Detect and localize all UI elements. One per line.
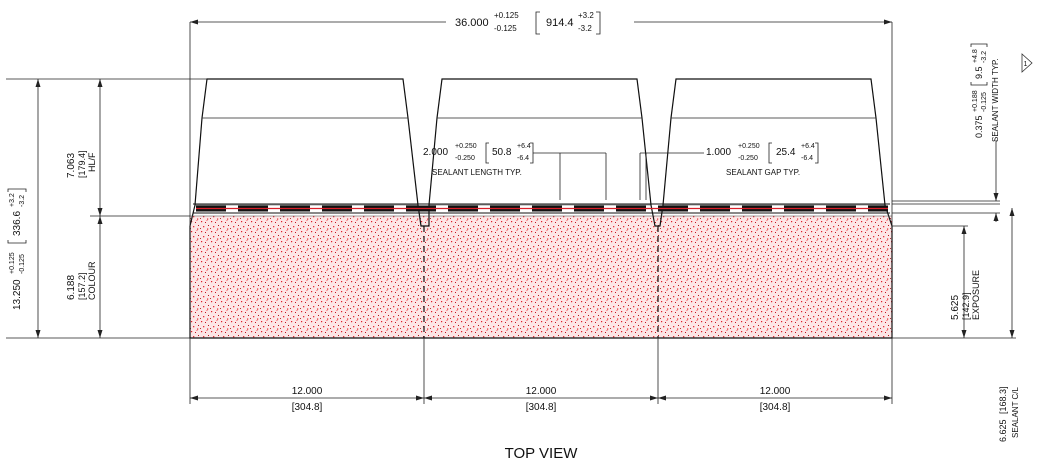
sealant-cl-metric: [168.3] [998,386,1008,414]
top-band [201,78,877,119]
sealant-gap-metric: 25.4 [776,147,796,158]
sealant-gap-value: 1.000 [706,147,731,158]
tab-width-3-value: 12.000 [760,386,791,397]
overall-width-metric-minus: -3.2 [578,24,592,33]
tab-width-1-value: 12.000 [292,386,323,397]
exposure-value: 5.625 [950,295,961,320]
tab-width-3-metric: [304.8] [760,402,791,413]
sealant-length-tol-minus: -0.250 [455,155,475,162]
sealant-gap-label: SEALANT GAP TYP. [726,168,800,177]
sealant-length-tol-plus: +0.250 [455,143,477,150]
sealant-width-value: 0.375 [974,115,984,138]
left-dimensions: 13.250 +0.125 -0.125 336.6 +3.2 -3.2 7.0… [6,78,207,339]
tab-width-2-value: 12.000 [526,386,557,397]
colour-dim-value: 6.188 [66,275,77,300]
colour-dim-label: COLOUR [87,261,97,300]
sealant-length-metric-plus: +6.4 [517,143,531,150]
overall-height-metric: 336.6 [12,211,23,236]
revision-mark: 1 [1024,61,1028,68]
revision-triangle: 1 [1021,53,1033,73]
shingle-outline [189,78,893,339]
sealant-length-metric: 50.8 [492,147,512,158]
overall-height-metric-plus: +3.2 [9,193,16,207]
sealant-length-callout: 2.000 +0.250 -0.250 50.8 +6.4 -6.4 SEALA… [423,142,607,200]
hl-dim-value: 7.063 [66,153,77,178]
overall-height-metric-minus: -3.2 [19,195,26,207]
sealant-length-metric-minus: -6.4 [517,155,529,162]
sealant-length-value: 2.000 [423,147,448,158]
right-dimensions: 0.375 +0.188 -0.125 9.5 +4.8 -3.2 SEALAN… [892,43,1033,442]
sealant-cl-label: SEALANT C/L [1011,386,1020,438]
sealant-width-label: SEALANT WIDTH TYP. [991,58,1000,142]
sealant-width-metric: 9.5 [974,66,984,79]
overall-height-tol-plus: +0.125 [9,252,16,274]
sealant-gap-callout: 1.000 +0.250 -0.250 25.4 +6.4 -6.4 SEALA… [639,142,819,200]
colour-dim-metric: [157.2] [77,272,87,300]
sealant-gap-metric-minus: -6.4 [801,155,813,162]
hl-dim-label: HL/F [87,152,97,172]
colour-zone [190,216,892,338]
sealant-gap-tol-minus: -0.250 [738,155,758,162]
tab-width-dimensions: 12.000 [304.8] 12.000 [304.8] 12.000 [30… [189,338,893,413]
sealant-gap-metric-plus: +6.4 [801,143,815,150]
sealant-width-tol-minus: -0.125 [981,92,988,112]
exposure-metric: [142.9] [961,292,971,320]
sealant-strip [193,203,890,214]
overall-width-tol-plus: +0.125 [494,11,519,20]
overall-width-tol-minus: -0.125 [494,24,517,33]
tab-width-2-metric: [304.8] [526,402,557,413]
hl-dim-metric: [179.4] [77,150,87,178]
sealant-cl-value: 6.625 [998,419,1008,442]
sealant-width-tol-plus: +0.188 [972,90,979,112]
sealant-gap-tol-plus: +0.250 [738,143,760,150]
overall-width-dimension: 36.000 +0.125 -0.125 914.4 +3.2 -3.2 [189,11,893,226]
view-title: TOP VIEW [505,445,579,462]
sealant-width-metric-plus: +4.8 [972,49,979,63]
sealant-width-metric-minus: -3.2 [981,51,988,63]
overall-width-value: 36.000 [455,17,489,29]
headlap-zone [194,117,886,206]
overall-height-value: 13.250 [12,279,23,310]
overall-width-metric-plus: +3.2 [578,11,594,20]
exposure-label: EXPOSURE [971,270,981,320]
sealant-length-label: SEALANT LENGTH TYP. [432,168,522,177]
tab-width-1-metric: [304.8] [292,402,323,413]
overall-height-tol-minus: -0.125 [19,254,26,274]
overall-width-metric: 914.4 [546,17,574,29]
